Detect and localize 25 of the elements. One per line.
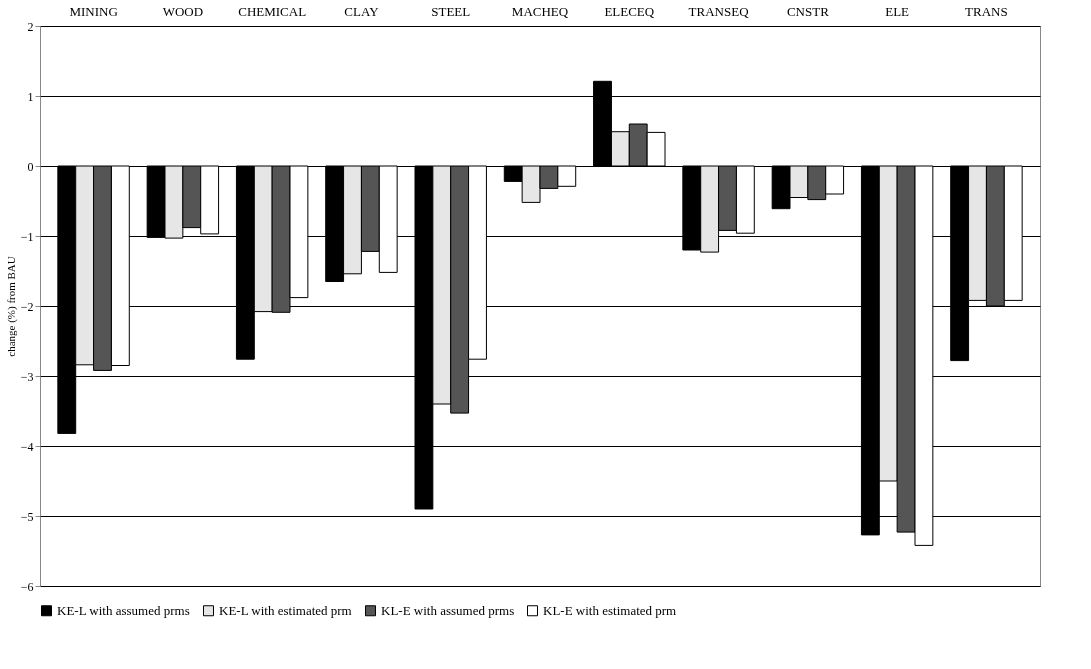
y-axis-title: change (%) from BAU <box>4 256 18 357</box>
x-tick-label: WOOD <box>162 3 204 19</box>
x-tick-label: MINING <box>69 3 118 19</box>
y-tick-label: 1 <box>27 89 34 104</box>
y-tick-label: −3 <box>20 369 34 384</box>
y-tick-label: −4 <box>20 439 34 454</box>
x-tick-label: MACHEQ <box>511 3 569 19</box>
x-tick-label: CNSTR <box>786 3 830 19</box>
legend-label: KE-L with estimated prm <box>219 602 352 618</box>
x-tick-label: TRANSEQ <box>688 3 750 19</box>
x-tick-label: ELECEQ <box>604 3 655 19</box>
x-tick-label: CLAY <box>344 3 380 19</box>
legend-label: KL-E with estimated prm <box>543 602 677 618</box>
legend-label: KL-E with assumed prms <box>381 602 515 618</box>
x-tick-label: STEEL <box>431 3 471 19</box>
y-tick-label: −6 <box>20 579 34 594</box>
y-tick-label: −1 <box>20 229 34 244</box>
y-tick-label: −5 <box>20 509 34 524</box>
legend-label: KE-L with assumed prms <box>57 602 190 618</box>
y-tick-label: 2 <box>27 19 34 34</box>
y-tick-label: 0 <box>27 159 34 174</box>
y-tick-label: −2 <box>20 299 34 314</box>
x-tick-label: CHEMICAL <box>238 3 307 19</box>
x-tick-label: ELE <box>885 3 910 19</box>
x-tick-label: TRANS <box>965 3 1008 19</box>
